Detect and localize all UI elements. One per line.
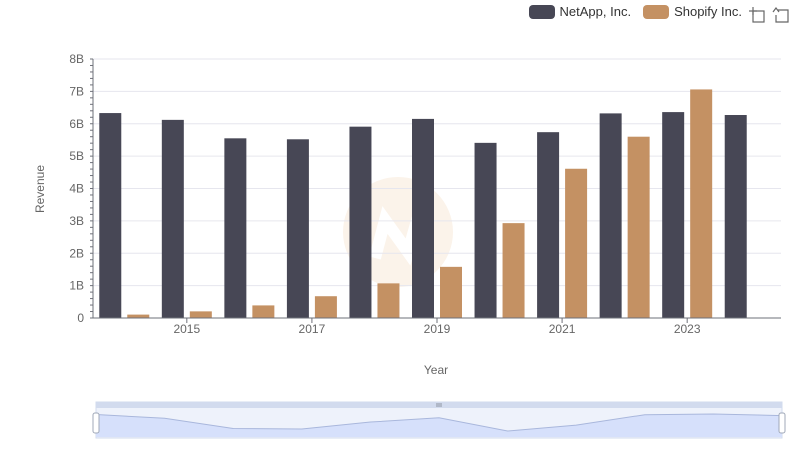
restore-icon[interactable] bbox=[772, 6, 790, 24]
y-tick-label: 0 bbox=[77, 311, 84, 325]
data-zoom-handle-left[interactable] bbox=[92, 412, 100, 434]
bar-shopify-2019[interactable] bbox=[440, 266, 462, 318]
y-axis-label: Revenue bbox=[33, 165, 47, 213]
legend-label-shopify: Shopify Inc. bbox=[674, 4, 742, 19]
y-tick-label: 6B bbox=[69, 117, 84, 131]
bar-netapp-2021[interactable] bbox=[537, 132, 560, 318]
toolbox bbox=[748, 6, 790, 24]
bar-shopify-2021[interactable] bbox=[565, 168, 588, 318]
bar-shopify-2022[interactable] bbox=[627, 136, 650, 318]
y-tick-label: 5B bbox=[69, 149, 84, 163]
bar-netapp-2019[interactable] bbox=[412, 118, 434, 318]
bar-shopify-2014[interactable] bbox=[127, 314, 150, 318]
bars bbox=[99, 89, 747, 319]
data-zoom-area bbox=[96, 414, 782, 437]
x-axis-label: Year bbox=[424, 363, 448, 377]
y-axis: 0 1B 2B 3B 4B 5B 6B 7B 8B bbox=[69, 52, 94, 325]
legend: NetApp, Inc. Shopify Inc. bbox=[528, 4, 742, 19]
data-zoom-grip[interactable] bbox=[436, 403, 442, 407]
y-tick-label: 8B bbox=[69, 52, 84, 66]
bar-shopify-2018[interactable] bbox=[377, 283, 400, 318]
bar-netapp-2023[interactable] bbox=[662, 112, 685, 318]
x-tick-label: 2017 bbox=[299, 322, 326, 336]
bar-shopify-2020[interactable] bbox=[502, 223, 525, 318]
legend-item-netapp[interactable]: NetApp, Inc. bbox=[528, 4, 632, 19]
data-zoom-handle-right[interactable] bbox=[778, 412, 786, 434]
bar-netapp-2022[interactable] bbox=[599, 113, 622, 318]
y-tick-label: 3B bbox=[69, 214, 84, 228]
legend-label-netapp: NetApp, Inc. bbox=[559, 4, 632, 19]
y-tick-label: 4B bbox=[69, 182, 84, 196]
bar-netapp-2018[interactable] bbox=[349, 126, 372, 318]
bar-netapp-2014[interactable] bbox=[99, 113, 122, 318]
x-tick-label: 2021 bbox=[549, 322, 576, 336]
zoom-select-icon[interactable] bbox=[748, 6, 766, 24]
y-tick-label: 2B bbox=[69, 246, 84, 260]
y-tick-label: 7B bbox=[69, 84, 84, 98]
legend-swatch-netapp bbox=[528, 4, 555, 19]
x-tick-label: 2015 bbox=[173, 322, 200, 336]
data-zoom-line bbox=[95, 413, 783, 432]
legend-item-shopify[interactable]: Shopify Inc. bbox=[643, 4, 742, 19]
legend-swatch-shopify bbox=[643, 4, 670, 19]
data-zoom-slider[interactable] bbox=[92, 401, 786, 439]
bar-netapp-2016[interactable] bbox=[224, 138, 247, 318]
y-tick-label: 1B bbox=[69, 279, 84, 293]
bar-netapp-2015[interactable] bbox=[161, 119, 184, 319]
data-zoom-preview bbox=[95, 413, 783, 437]
bar-netapp-2024[interactable] bbox=[724, 115, 747, 318]
x-tick-label: 2019 bbox=[424, 322, 451, 336]
bar-shopify-2017[interactable] bbox=[314, 296, 337, 318]
x-axis: 2015 2017 2019 2021 2023 bbox=[93, 317, 781, 336]
bar-shopify-2015[interactable] bbox=[189, 311, 212, 318]
bar-shopify-2023[interactable] bbox=[690, 89, 713, 319]
bar-shopify-2016[interactable] bbox=[252, 305, 275, 318]
bar-netapp-2020[interactable] bbox=[474, 142, 497, 318]
x-tick-label: 2023 bbox=[674, 322, 701, 336]
bar-netapp-2017[interactable] bbox=[286, 139, 309, 318]
